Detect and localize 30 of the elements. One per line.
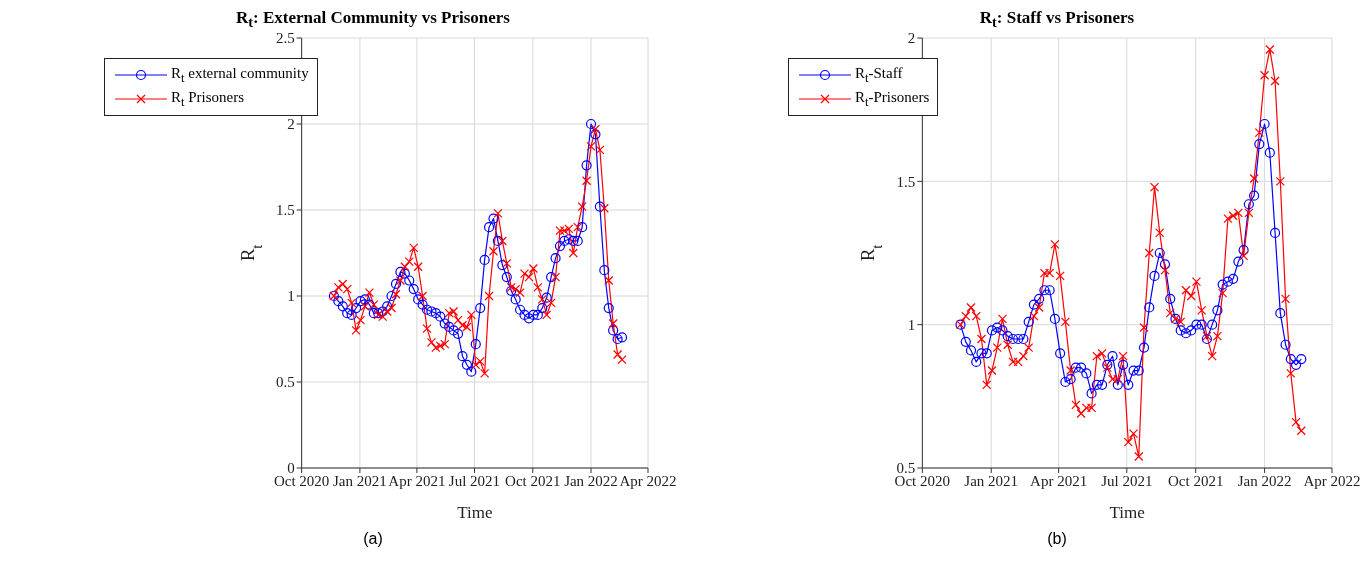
x-tick-label: Oct 2021 xyxy=(1167,472,1224,489)
y-tick-label: 0.5 xyxy=(275,374,295,391)
y-tick-label: 1.5 xyxy=(896,173,916,190)
chart-title: R$_{t}$: Staff vs Prisoners xyxy=(979,8,1135,31)
x-tick-label: Jul 2021 xyxy=(1101,472,1153,489)
y-tick-label: 2.5 xyxy=(275,30,295,47)
text: (a) xyxy=(363,530,383,548)
x-axis-title: Time xyxy=(457,503,493,522)
legend-label: R$_{t}$ external community xyxy=(171,64,309,86)
y-tick-label: 1 xyxy=(287,288,295,305)
x-tick-label: Oct 2021 xyxy=(505,472,561,489)
y-tick-label: 1.5 xyxy=(275,202,295,219)
x-tick-label: Apr 2021 xyxy=(1030,472,1088,489)
x-tick-label: Jan 2021 xyxy=(333,472,387,489)
x-tick-label: Apr 2021 xyxy=(388,472,446,489)
x-tick-label: Jan 2022 xyxy=(564,472,618,489)
x-tick-label: Jan 2021 xyxy=(964,472,1019,489)
x-axis-title: Time xyxy=(1109,503,1145,522)
x-tick-label: Jul 2021 xyxy=(448,472,501,489)
y-tick-label: 1 xyxy=(907,316,916,333)
legend-label: R$_{t}$-Prisoners xyxy=(855,88,930,110)
x-tick-label: Apr 2022 xyxy=(1303,472,1361,489)
x-tick-label: Apr 2022 xyxy=(619,472,677,489)
text: (b) xyxy=(1047,530,1067,548)
legend-label: R$_{t}$-Staff xyxy=(855,64,903,86)
chart-title: R$_{t}$: External Community vs Prisoners xyxy=(236,8,510,31)
y-tick-label: 2 xyxy=(287,116,295,133)
legend-label: R$_{t}$ Prisoners xyxy=(171,88,245,110)
x-tick-label: Jan 2022 xyxy=(1237,472,1292,489)
y-tick-label: 2 xyxy=(907,30,916,47)
